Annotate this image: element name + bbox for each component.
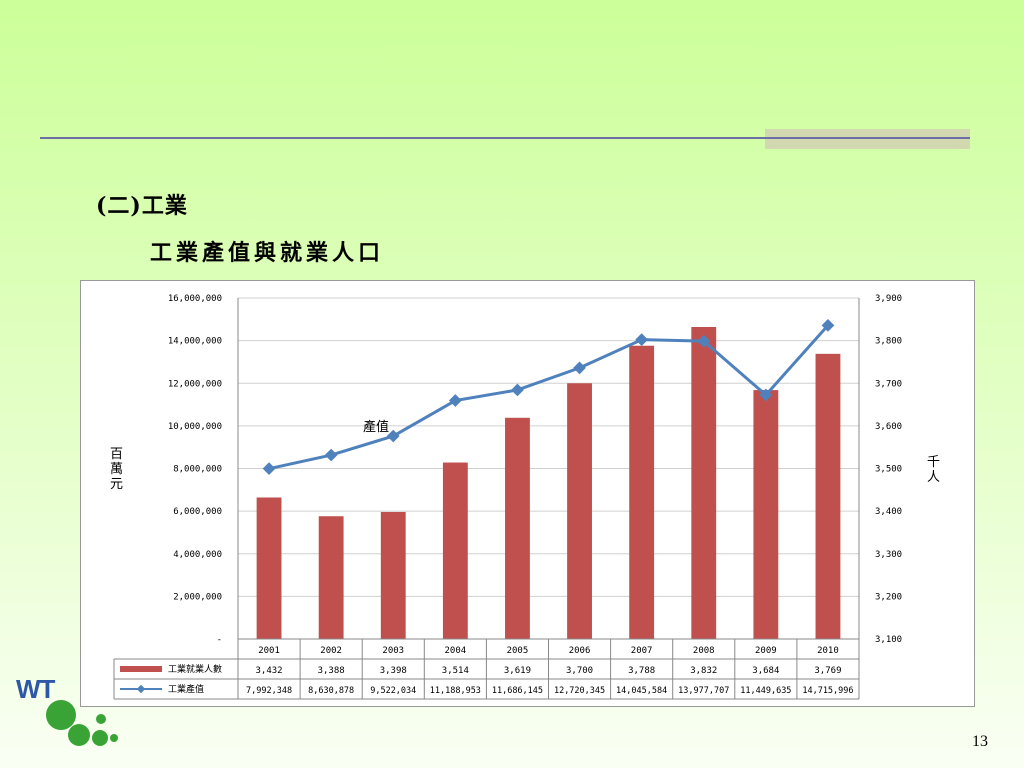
combo-chart: - 2,000,000 4,000,000 6,000,000 8,000,000 10,… [113, 294, 902, 700]
legend-line-marker [136, 684, 146, 694]
bar [815, 353, 841, 639]
table-cell-employment: 3,832 [690, 666, 717, 676]
table-cell-output: 14,045,584 [616, 686, 667, 696]
table-cell-output: 11,188,953 [430, 686, 481, 696]
logo-dot [96, 714, 106, 724]
table-cell-output: 12,720,345 [554, 686, 605, 696]
table-cell-output: 11,449,635 [740, 686, 791, 696]
x-axis-category-label: 2004 [445, 646, 467, 656]
x-axis-category-label: 2007 [631, 646, 653, 656]
right-axis-unit: 千人 [927, 455, 941, 485]
table-cell-employment: 3,700 [566, 666, 593, 676]
logo-dot [92, 730, 108, 746]
logo-dot [110, 734, 118, 742]
logo-dot [46, 700, 76, 730]
table-cell-output: 9,522,034 [370, 686, 416, 696]
x-axis-category-label: 2006 [569, 646, 591, 656]
bar [691, 326, 717, 639]
table-cell-employment: 3,769 [814, 666, 841, 676]
header-accent-bar [765, 129, 970, 149]
x-axis-category-label: 2002 [320, 646, 342, 656]
line-series [268, 324, 830, 471]
right-axis-tick-label: 3,900 [875, 294, 902, 304]
slide-subheading: 工業產值與就業人口 [150, 240, 385, 266]
left-axis-unit: 百萬元 [110, 447, 124, 492]
left-axis-tick-label: 2,000,000 [173, 592, 222, 602]
chart-container: - 2,000,000 4,000,000 6,000,000 8,000,000 10,… [80, 280, 975, 707]
x-axis-category-label: 2009 [755, 646, 777, 656]
line-annotation: 產值 [363, 419, 389, 435]
bar [567, 383, 592, 639]
right-axis-tick-label: 3,600 [875, 422, 902, 432]
table-cell-employment: 3,788 [628, 666, 655, 676]
legend-label: 工業就業人數 [168, 663, 222, 675]
x-axis-category-label: 2003 [382, 646, 404, 656]
table-cell-output: 13,977,707 [678, 686, 729, 696]
x-axis-category-label: 2005 [507, 646, 529, 656]
logo-dot [68, 724, 90, 746]
bar [256, 497, 282, 639]
bar [380, 511, 406, 639]
wto-logo: WT [16, 672, 126, 752]
right-axis-tick-label: 3,200 [875, 592, 902, 602]
slide-heading: (二)工業 [96, 193, 188, 219]
line-point [324, 448, 338, 462]
right-axis-tick-label: 3,300 [875, 550, 902, 560]
header-rule [40, 137, 970, 139]
left-axis-tick-label: 8,000,000 [173, 465, 222, 475]
table-cell-employment: 3,388 [318, 666, 345, 676]
left-axis-tick-label: 10,000,000 [168, 422, 222, 432]
legend-bar-key [120, 666, 162, 672]
line-point [386, 429, 400, 443]
table-cell-output: 11,686,145 [492, 686, 543, 696]
right-axis-tick-label: 3,800 [875, 337, 902, 347]
left-axis-tick-label: 4,000,000 [173, 550, 222, 560]
x-axis-category-label: 2001 [258, 646, 280, 656]
table-cell-employment: 3,684 [752, 666, 779, 676]
x-axis-category-label: 2008 [693, 646, 715, 656]
left-axis-tick-label: 6,000,000 [173, 507, 222, 517]
bar [318, 516, 344, 639]
left-axis-tick-label: 14,000,000 [168, 337, 222, 347]
x-axis-category-label: 2010 [817, 646, 839, 656]
table-cell-output: 7,992,348 [246, 686, 292, 696]
line-point [511, 383, 524, 397]
logo-text: WT [16, 674, 55, 704]
line-point [262, 462, 276, 476]
page-number: 13 [972, 733, 988, 750]
bar [629, 345, 655, 639]
right-axis-tick-label: 3,400 [875, 507, 902, 517]
left-axis-tick-label: 12,000,000 [168, 379, 222, 389]
bar [753, 390, 779, 639]
table-cell-output: 8,630,878 [308, 686, 354, 696]
left-axis-tick-label: - [217, 635, 222, 645]
table-cell-employment: 3,619 [504, 666, 531, 676]
right-axis-tick-label: 3,100 [875, 635, 902, 645]
line-point [448, 394, 462, 407]
line-point [573, 361, 586, 375]
right-axis-tick-label: 3,700 [875, 379, 902, 389]
legend-label: 工業產值 [168, 683, 204, 695]
line-point [635, 333, 649, 347]
table-cell-employment: 3,514 [442, 666, 469, 676]
table-cell-output: 14,715,996 [802, 686, 853, 696]
right-axis-tick-label: 3,500 [875, 465, 902, 475]
bar [442, 462, 468, 639]
left-axis-tick-label: 16,000,000 [168, 294, 222, 304]
table-cell-employment: 3,432 [256, 666, 283, 676]
table-cell-employment: 3,398 [380, 666, 407, 676]
bar [505, 417, 530, 639]
